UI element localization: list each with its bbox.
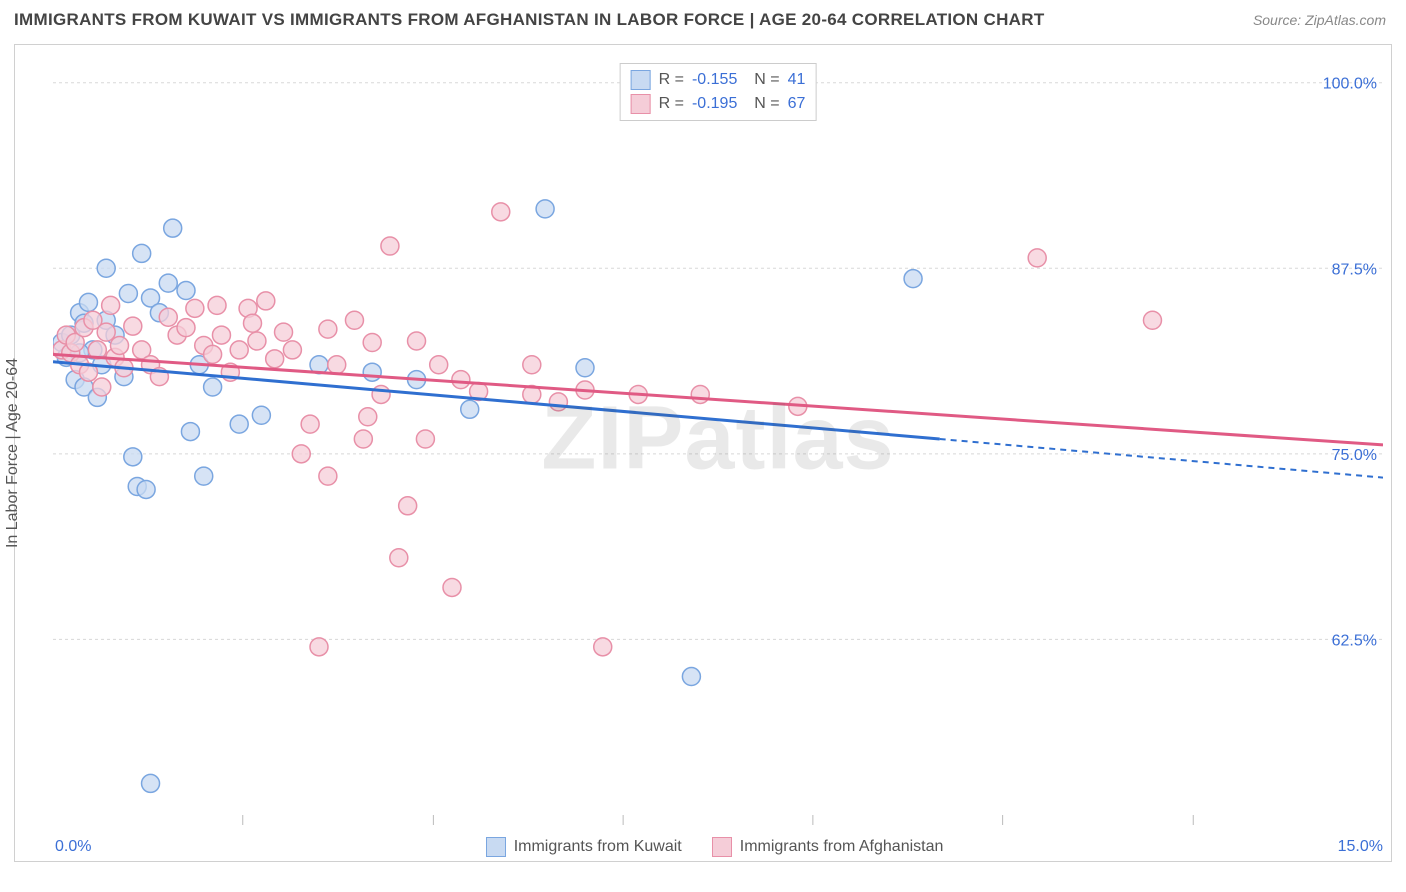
svg-text:62.5%: 62.5%	[1332, 632, 1377, 649]
chart-title: IMMIGRANTS FROM KUWAIT VS IMMIGRANTS FRO…	[14, 10, 1045, 30]
svg-text:75.0%: 75.0%	[1332, 447, 1377, 464]
scatter-svg: 62.5% 75.0% 87.5% 100.0%	[53, 53, 1383, 825]
x-axis-max-label: 15.0%	[1338, 838, 1383, 856]
swatch-afghan-bottom	[712, 837, 732, 857]
source-attribution: Source: ZipAtlas.com	[1253, 12, 1386, 28]
n-value-afghan: 67	[788, 92, 806, 116]
r-value-afghan: -0.195	[692, 92, 737, 116]
legend-item-afghan: Immigrants from Afghanistan	[712, 837, 944, 857]
y-axis-label: In Labor Force | Age 20-64	[4, 358, 22, 548]
swatch-kuwait-bottom	[486, 837, 506, 857]
x-axis-min-label: 0.0%	[55, 838, 91, 856]
plot-area: 62.5%75.0%87.5%100.0% ZIPatlas R = -0.15…	[53, 53, 1383, 825]
correlation-legend: R = -0.155 N = 41 R = -0.195 N = 67	[620, 63, 817, 121]
legend-item-kuwait: Immigrants from Kuwait	[486, 837, 682, 857]
n-value-kuwait: 41	[788, 68, 806, 92]
series-label-kuwait: Immigrants from Kuwait	[514, 838, 682, 856]
legend-row-afghan: R = -0.195 N = 67	[631, 92, 806, 116]
chart-container: In Labor Force | Age 20-64 62.5%75.0%87.…	[14, 44, 1392, 862]
r-value-kuwait: -0.155	[692, 68, 737, 92]
svg-text:87.5%: 87.5%	[1332, 261, 1377, 278]
legend-row-kuwait: R = -0.155 N = 41	[631, 68, 806, 92]
bottom-legend-bar: 0.0% Immigrants from Kuwait Immigrants f…	[15, 837, 1391, 857]
svg-text:100.0%: 100.0%	[1323, 76, 1377, 93]
swatch-kuwait	[631, 70, 651, 90]
swatch-afghan	[631, 94, 651, 114]
series-label-afghan: Immigrants from Afghanistan	[740, 838, 944, 856]
